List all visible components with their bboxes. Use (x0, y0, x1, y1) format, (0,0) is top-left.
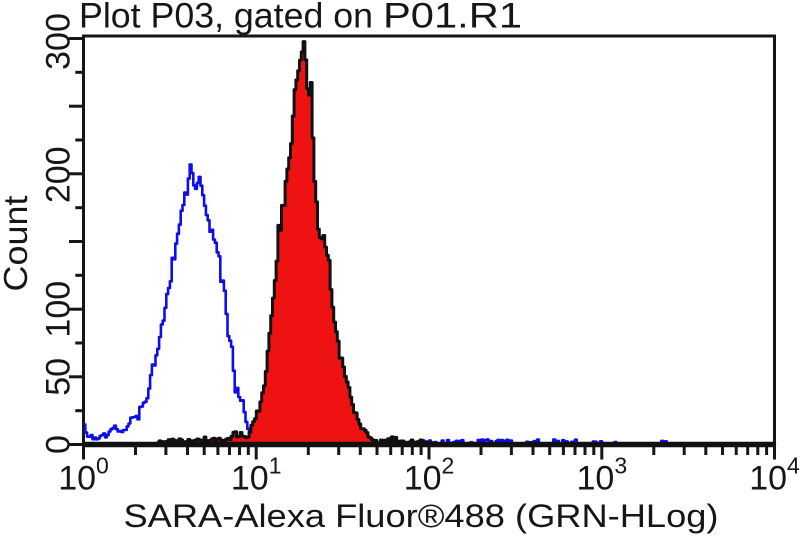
svg-text:200: 200 (40, 146, 78, 203)
svg-text:101: 101 (231, 453, 282, 498)
svg-text:0: 0 (40, 435, 78, 454)
svg-text:300: 300 (40, 13, 78, 70)
svg-text:100: 100 (40, 281, 78, 338)
svg-text:Count: Count (0, 196, 34, 292)
svg-text:50: 50 (40, 358, 78, 396)
svg-text:P01.R1: P01.R1 (383, 0, 522, 36)
svg-text:SARA-Alexa Fluor®488 (GRN-HLog: SARA-Alexa Fluor®488 (GRN-HLog) (124, 498, 719, 534)
svg-text:Plot P03, gated on: Plot P03, gated on (79, 0, 373, 36)
